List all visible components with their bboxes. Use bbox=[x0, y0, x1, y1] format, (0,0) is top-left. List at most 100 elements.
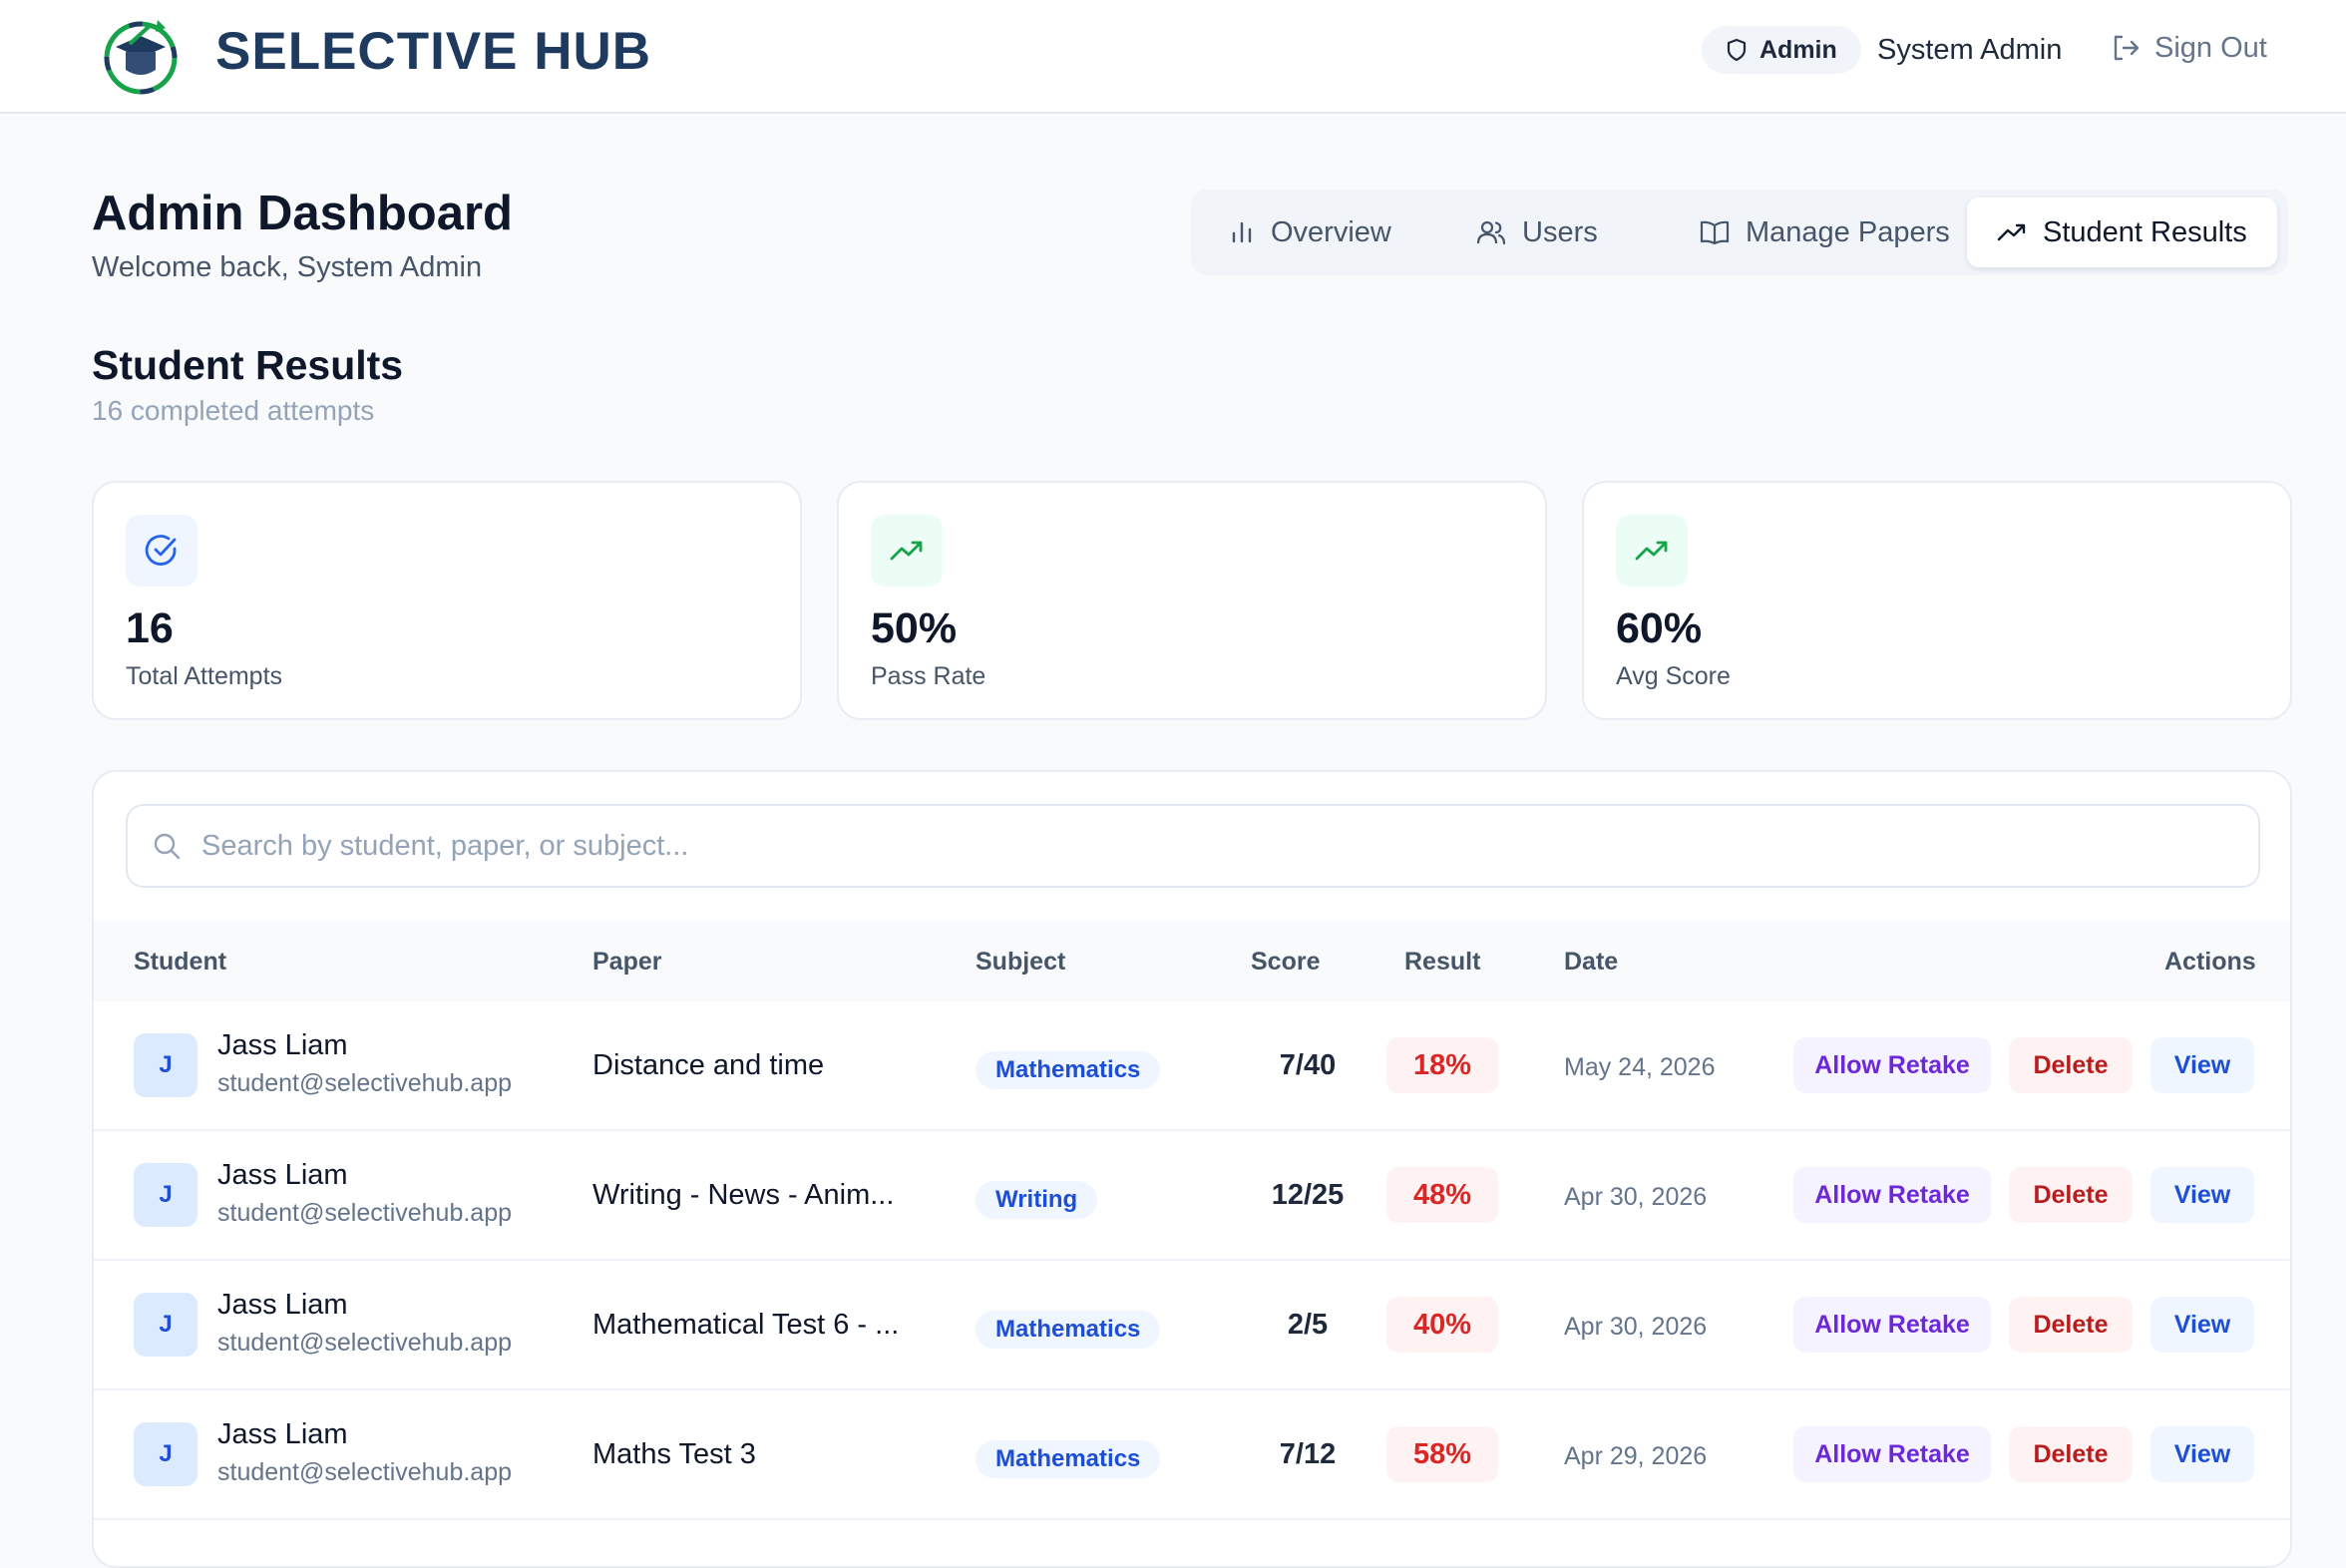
column-header-subject: Subject bbox=[976, 948, 1066, 976]
log-out-icon bbox=[2114, 35, 2140, 61]
delete-button[interactable]: Delete bbox=[2009, 1037, 2133, 1093]
stat-label: Pass Rate bbox=[871, 662, 986, 690]
allow-retake-button[interactable]: Allow Retake bbox=[1793, 1167, 1991, 1223]
current-user-name: System Admin bbox=[1877, 34, 2063, 66]
tab-overview[interactable]: Overview bbox=[1199, 197, 1421, 267]
column-header-student: Student bbox=[134, 948, 227, 976]
users-icon bbox=[1476, 220, 1506, 245]
avatar: J bbox=[134, 1033, 197, 1097]
page-subtitle: Welcome back, System Admin bbox=[92, 251, 483, 283]
avatar: J bbox=[134, 1163, 197, 1227]
tab-manage-papers-label: Manage Papers bbox=[1746, 215, 1950, 248]
tab-overview-label: Overview bbox=[1271, 215, 1391, 248]
view-button[interactable]: View bbox=[2150, 1037, 2254, 1093]
student-email: student@selectivehub.app bbox=[217, 1329, 513, 1357]
student-name: Jass Liam bbox=[217, 1289, 348, 1321]
result-badge: 58% bbox=[1386, 1426, 1498, 1482]
attempt-date: Apr 29, 2026 bbox=[1564, 1442, 1708, 1470]
sign-out-button[interactable]: Sign Out bbox=[2111, 28, 2267, 68]
search-icon bbox=[154, 833, 181, 860]
table-header: Student Paper Subject Score Result Date … bbox=[94, 920, 2290, 1001]
tab-student-results-label: Student Results bbox=[2043, 215, 2247, 248]
column-header-date: Date bbox=[1564, 948, 1619, 976]
stat-icon-box bbox=[126, 515, 197, 587]
tab-users[interactable]: Users bbox=[1446, 197, 1628, 267]
subject-badge: Writing bbox=[976, 1181, 1098, 1219]
section-subtitle: 16 completed attempts bbox=[92, 395, 375, 426]
dashboard-tabs: Overview Users Manage Papers Student Res… bbox=[1191, 190, 2288, 275]
table-row: J Jass Liam student@selectivehub.app Dis… bbox=[94, 1001, 2290, 1131]
stat-value: 50% bbox=[871, 604, 958, 652]
allow-retake-button[interactable]: Allow Retake bbox=[1793, 1037, 1991, 1093]
role-badge-label: Admin bbox=[1760, 35, 1837, 64]
view-button[interactable]: View bbox=[2150, 1297, 2254, 1353]
view-button[interactable]: View bbox=[2150, 1426, 2254, 1482]
brand-name: SELECTIVE HUB bbox=[215, 22, 652, 81]
sign-out-label: Sign Out bbox=[2154, 32, 2267, 64]
stat-icon-box bbox=[1616, 515, 1688, 587]
subject-badge: Mathematics bbox=[976, 1311, 1161, 1349]
attempt-date: Apr 30, 2026 bbox=[1564, 1313, 1708, 1341]
attempt-date: May 24, 2026 bbox=[1564, 1053, 1716, 1081]
stat-label: Avg Score bbox=[1616, 662, 1731, 690]
score-value: 7/12 bbox=[1279, 1438, 1337, 1470]
stat-card-total-attempts: 16 Total Attempts bbox=[92, 481, 802, 720]
logo-icon bbox=[104, 20, 178, 95]
tab-student-results[interactable]: Student Results bbox=[1967, 197, 2277, 267]
stat-value: 16 bbox=[126, 604, 174, 652]
stat-card-avg-score: 60% Avg Score bbox=[1582, 481, 2292, 720]
table-row: J Jass Liam student@selectivehub.app Mat… bbox=[94, 1390, 2290, 1520]
tab-users-label: Users bbox=[1522, 215, 1598, 248]
results-panel: Student Paper Subject Score Result Date … bbox=[92, 770, 2292, 1568]
delete-button[interactable]: Delete bbox=[2009, 1297, 2133, 1353]
view-button[interactable]: View bbox=[2150, 1167, 2254, 1223]
role-badge: Admin bbox=[1702, 26, 1861, 74]
student-email: student@selectivehub.app bbox=[217, 1458, 513, 1486]
column-header-score: Score bbox=[1251, 948, 1321, 976]
check-circle-icon bbox=[145, 535, 177, 566]
shield-icon bbox=[1727, 38, 1747, 62]
delete-button[interactable]: Delete bbox=[2009, 1167, 2133, 1223]
stat-label: Total Attempts bbox=[126, 662, 283, 690]
allow-retake-button[interactable]: Allow Retake bbox=[1793, 1297, 1991, 1353]
subject-badge: Mathematics bbox=[976, 1051, 1161, 1089]
column-header-actions: Actions bbox=[2164, 948, 2256, 976]
column-header-paper: Paper bbox=[592, 948, 662, 976]
search-input[interactable] bbox=[201, 829, 2097, 863]
trending-up-icon bbox=[1635, 541, 1668, 561]
table-row: J Jass Liam student@selectivehub.app Mat… bbox=[94, 1261, 2290, 1390]
page-title: Admin Dashboard bbox=[92, 187, 513, 240]
tab-manage-papers[interactable]: Manage Papers bbox=[1670, 197, 1980, 267]
paper-name: Maths Test 3 bbox=[592, 1438, 756, 1470]
column-header-result: Result bbox=[1404, 948, 1481, 976]
avatar: J bbox=[134, 1293, 197, 1357]
attempt-date: Apr 30, 2026 bbox=[1564, 1183, 1708, 1211]
table-row: J Jass Liam student@selectivehub.app Wri… bbox=[94, 1131, 2290, 1261]
student-email: student@selectivehub.app bbox=[217, 1069, 513, 1097]
section-title: Student Results bbox=[92, 342, 404, 388]
result-badge: 40% bbox=[1386, 1297, 1498, 1353]
trending-up-icon bbox=[1997, 223, 2026, 241]
delete-button[interactable]: Delete bbox=[2009, 1426, 2133, 1482]
paper-name: Writing - News - Anim... bbox=[592, 1179, 895, 1211]
avatar: J bbox=[134, 1422, 197, 1486]
allow-retake-button[interactable]: Allow Retake bbox=[1793, 1426, 1991, 1482]
score-value: 12/25 bbox=[1271, 1179, 1345, 1211]
paper-name: Mathematical Test 6 - ... bbox=[592, 1309, 900, 1341]
search-box[interactable] bbox=[126, 804, 2260, 888]
score-value: 2/5 bbox=[1287, 1309, 1329, 1341]
trending-up-icon bbox=[890, 541, 923, 561]
bar-chart-icon bbox=[1232, 221, 1252, 243]
subject-badge: Mathematics bbox=[976, 1440, 1161, 1478]
stat-card-pass-rate: 50% Pass Rate bbox=[837, 481, 1547, 720]
student-name: Jass Liam bbox=[217, 1159, 348, 1191]
top-bar: SELECTIVE HUB Admin System Admin Sign Ou… bbox=[0, 0, 2346, 114]
stat-icon-box bbox=[871, 515, 943, 587]
student-email: student@selectivehub.app bbox=[217, 1199, 513, 1227]
book-icon bbox=[1700, 220, 1730, 245]
score-value: 7/40 bbox=[1279, 1049, 1337, 1081]
student-name: Jass Liam bbox=[217, 1029, 348, 1061]
result-badge: 18% bbox=[1386, 1037, 1498, 1093]
result-badge: 48% bbox=[1386, 1167, 1498, 1223]
paper-name: Distance and time bbox=[592, 1049, 825, 1081]
